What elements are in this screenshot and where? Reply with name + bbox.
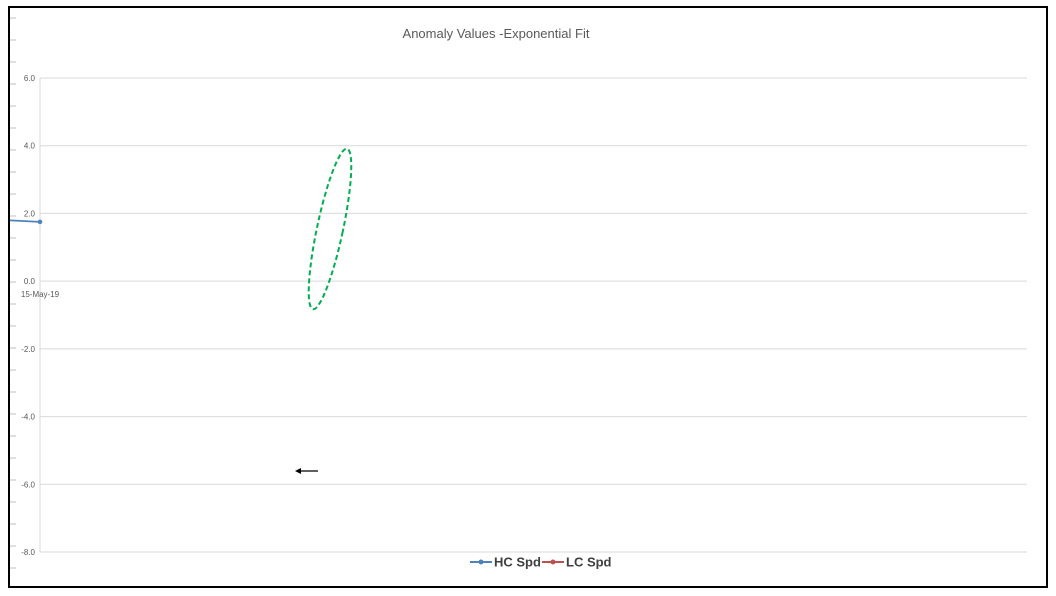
data-point	[37, 219, 43, 225]
legend: HC Spd LC Spd	[470, 555, 612, 570]
annotation-arrow	[295, 468, 318, 474]
y-tick-label: -2.0	[21, 345, 35, 354]
x-tick-label: 15-May-19	[21, 290, 60, 299]
legend-swatch-marker	[478, 559, 484, 565]
legend-label: LC Spd	[566, 555, 612, 570]
annotation-layer	[295, 147, 353, 474]
y-tick-label: 0.0	[24, 277, 36, 286]
legend-label: HC Spd	[494, 555, 541, 570]
y-tick-label: 6.0	[24, 74, 36, 83]
series-layer	[10, 219, 43, 225]
annotation-dashed-ellipse	[307, 147, 353, 311]
series-hc-spd	[10, 219, 43, 225]
left-ruler	[10, 17, 16, 569]
arrow-head	[295, 468, 301, 474]
y-tick-label: -4.0	[21, 413, 35, 422]
chart-svg: Anomaly Values -Exponential Fit 6.0 4.0 2.…	[10, 17, 1027, 570]
y-tick-label: 2.0	[24, 209, 36, 218]
grid-layer	[39, 77, 1027, 553]
legend-item: HC Spd	[470, 555, 541, 570]
chart-title: Anomaly Values -Exponential Fit	[403, 26, 590, 41]
axis-layer: 6.04.02.00.0-2.0-4.0-6.0-8.015-May-194-N…	[21, 74, 60, 557]
legend-item: LC Spd	[542, 555, 612, 570]
y-tick-label: 4.0	[24, 142, 36, 151]
y-tick-label: -8.0	[21, 548, 35, 557]
legend-swatch-marker	[550, 559, 556, 565]
series-line	[10, 219, 41, 223]
chart-frame: Anomaly Values -Exponential Fit 6.0 4.0 2.…	[8, 6, 1048, 588]
y-tick-label: -6.0	[21, 480, 35, 489]
